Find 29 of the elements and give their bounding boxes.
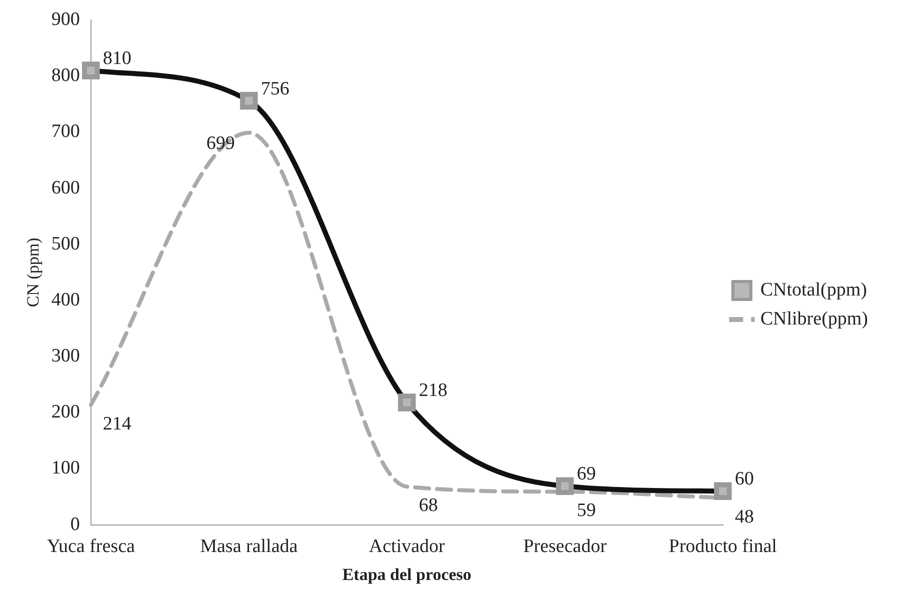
x-tick-label: Presecador — [523, 536, 608, 558]
y-tick-label: 200 — [51, 402, 80, 423]
y-tick-label: 900 — [51, 8, 80, 30]
x-tick-label: Activador — [368, 536, 446, 558]
legend-label: CNlibre(ppm) — [760, 308, 868, 330]
y-axis-title: CN (ppm) — [24, 238, 43, 308]
legend-label: CNtotal(ppm) — [760, 279, 867, 300]
x-tick-label: Masa rallada — [200, 536, 298, 558]
data-label: 810 — [102, 48, 132, 69]
data-label: 756 — [260, 78, 290, 100]
y-tick-label: 100 — [51, 458, 80, 479]
x-tick-label: Producto final — [668, 536, 777, 558]
y-tick-label: 300 — [51, 346, 80, 367]
y-tick-label: 800 — [51, 65, 80, 86]
y-tick-label: 0 — [70, 514, 80, 535]
data-label: 218 — [418, 380, 448, 402]
data-label: 68 — [418, 495, 438, 516]
data-label: 48 — [734, 506, 754, 528]
y-tick-label: 700 — [51, 121, 80, 142]
data-label: 699 — [206, 133, 235, 154]
y-tick-label: 600 — [51, 177, 80, 198]
x-axis-title: Etapa del proceso — [342, 565, 472, 584]
y-tick-label: 500 — [51, 233, 80, 254]
data-label: 214 — [102, 413, 132, 434]
y-tick-label: 400 — [51, 289, 80, 310]
data-label: 59 — [576, 500, 596, 522]
x-tick-label: Yuca fresca — [46, 536, 136, 558]
data-label: 60 — [734, 468, 754, 490]
data-label: 69 — [576, 464, 596, 485]
